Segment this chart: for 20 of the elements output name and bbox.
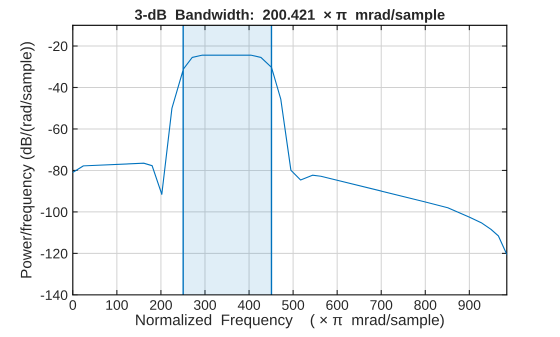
x-tick-label: 0 (69, 300, 76, 310)
x-tick-label: 400 (238, 300, 260, 310)
y-axis-title: Power/frequency (dB/(rad/sample)) (20, 42, 35, 278)
x-tick-label: 800 (414, 300, 436, 310)
x-tick-label: 700 (370, 300, 392, 310)
x-tick-label: 500 (282, 300, 304, 310)
y-tick-label: -100 (40, 207, 68, 218)
x-tick-label: 600 (326, 300, 348, 310)
x-tick-label: 100 (106, 300, 128, 310)
x-tick-label: 200 (150, 300, 172, 310)
y-tick-label: -40 (48, 82, 68, 93)
y-tick-label: -60 (48, 124, 68, 134)
y-tick-label: -80 (48, 166, 68, 176)
x-axis-title: Normalized Frequency ( × π mrad/sample) (136, 314, 444, 328)
chart-title: 3-dB Bandwidth: 200.421 × π mrad/sample (134, 9, 445, 23)
y-tick-label: -140 (40, 290, 68, 300)
y-tick-label: -120 (40, 248, 68, 259)
x-tick-label: 900 (458, 300, 480, 310)
y-tick-label: -20 (48, 41, 68, 52)
x-tick-label: 300 (194, 300, 216, 310)
